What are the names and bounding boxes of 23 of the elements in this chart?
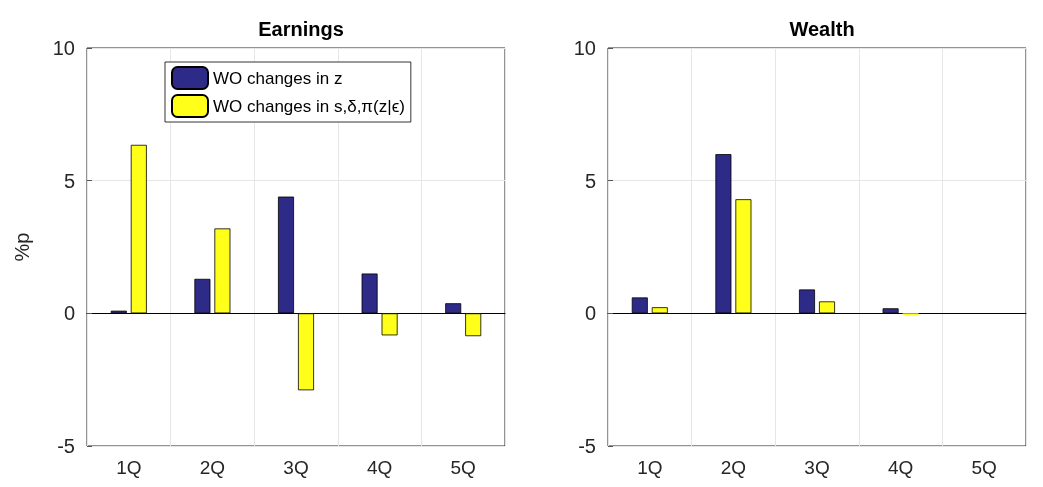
x-tick-label: 3Q (804, 457, 830, 478)
y-tick-label: -5 (578, 435, 596, 457)
y-tick-label: 10 (52, 37, 75, 59)
y-tick-label: -5 (57, 435, 75, 457)
y-tick-label: 5 (63, 169, 75, 192)
x-tick-label: 4Q (366, 457, 393, 478)
legend-label: WO changes in z (213, 68, 343, 88)
y-tick-label: 10 (573, 37, 596, 59)
x-tick-label: 2Q (199, 457, 226, 478)
x-tick-label: 4Q (887, 457, 914, 478)
y-tick-label: 0 (63, 302, 75, 325)
x-tick-label: 3Q (283, 457, 309, 478)
chart-title: Wealth (789, 18, 855, 40)
x-tick-label: 1Q (637, 457, 663, 478)
legend-label: WO changes in s,δ,π(z|ϵ) (213, 96, 405, 116)
chart-title: Earnings (258, 18, 344, 40)
x-tick-label: 2Q (720, 457, 747, 478)
x-tick-label: 5Q (971, 457, 997, 478)
x-tick-label: 5Q (450, 457, 476, 478)
y-tick-label: 5 (584, 169, 596, 192)
y-tick-label: 0 (584, 302, 596, 325)
x-tick-label: 1Q (116, 457, 142, 478)
y-axis-title: %p (11, 232, 33, 262)
